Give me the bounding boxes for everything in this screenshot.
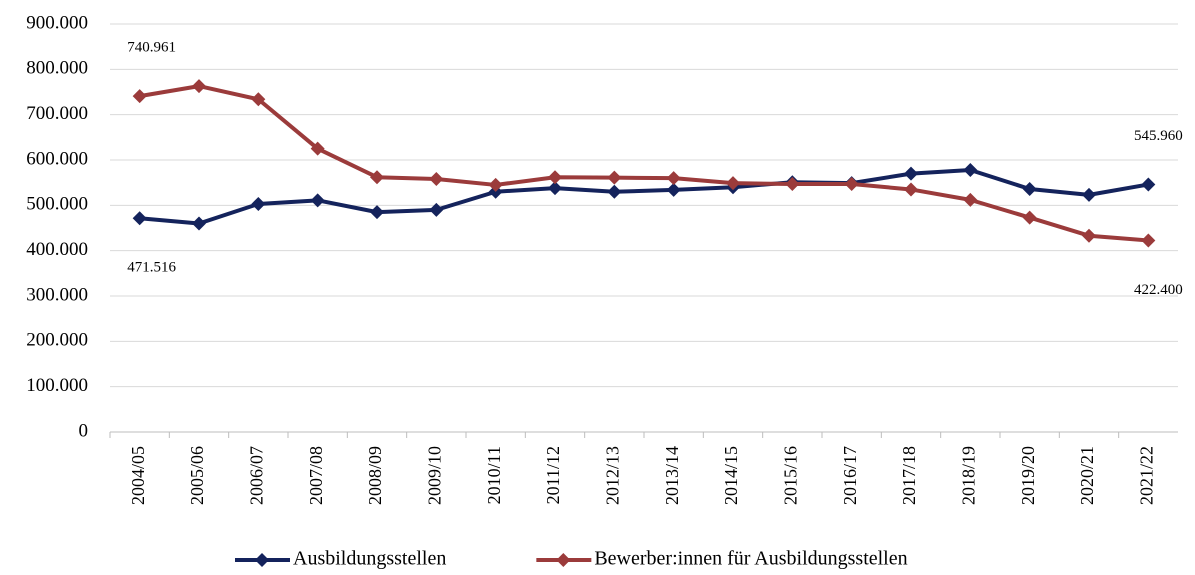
data-point [904,182,918,197]
data-point [251,92,266,107]
data-point [429,202,444,217]
x-tick-label: 2018/19 [958,446,978,505]
x-tick-label: 2019/20 [1018,446,1038,505]
legend-label: Ausbildungsstellen [293,548,446,570]
x-tick-label: 2017/18 [899,446,919,505]
data-point [1141,177,1156,192]
x-tick-label: 2007/08 [306,446,326,505]
data-point [310,141,325,156]
y-tick-label: 0 [79,420,89,441]
data-point [132,211,147,226]
x-tick-label: 2004/05 [128,446,148,505]
data-point [1141,233,1156,248]
data-point [1082,228,1096,243]
y-tick-label: 500.000 [26,194,88,215]
series-line [139,167,1149,226]
data-point [607,184,622,199]
x-tick-label: 2006/07 [246,446,266,505]
x-tick-label: 2009/10 [424,446,444,505]
data-point [370,205,384,220]
data-point [726,176,740,191]
data-point [192,216,206,231]
x-tick-label: 2021/22 [1136,446,1156,505]
y-tick-label: 800.000 [26,58,88,79]
y-tick-label: 100.000 [26,375,88,396]
y-tick-label: 200.000 [26,330,88,351]
data-point [548,181,562,196]
x-tick-label: 2008/09 [365,446,385,505]
legend-label: Bewerber:innen für Ausbildungsstellen [594,548,907,570]
value-label: 471.516 [127,260,176,276]
data-point [666,182,681,197]
data-point [370,170,384,185]
data-point [963,192,978,207]
value-label: 422.400 [1134,282,1183,298]
data-point [904,166,918,181]
y-tick-label: 900.000 [26,12,88,33]
data-point [1082,187,1096,202]
data-point [310,193,325,208]
data-point [132,89,147,104]
data-point [429,172,444,187]
data-point [607,170,622,185]
data-point [1022,182,1037,197]
x-tick-label: 2016/17 [840,446,860,505]
x-tick-label: 2005/06 [187,446,207,505]
x-tick-label: 2020/21 [1077,446,1097,505]
data-point [488,177,503,192]
x-tick-label: 2013/14 [662,446,682,505]
legend-marker [556,553,571,567]
data-point [1022,210,1037,225]
value-label: 545.960 [1134,128,1183,144]
y-tick-label: 300.000 [26,284,88,305]
data-point [192,79,206,94]
value-label: 740.961 [127,40,176,56]
x-tick-label: 2010/11 [484,446,504,504]
data-point [844,177,859,192]
x-tick-label: 2015/16 [780,446,800,505]
data-point [785,177,800,192]
y-tick-label: 700.000 [26,103,88,124]
y-tick-label: 400.000 [26,239,88,260]
y-tick-label: 600.000 [26,148,88,169]
data-point [963,162,978,177]
data-point [251,196,266,211]
data-point [666,171,681,186]
data-point [548,170,562,185]
series-line [139,84,1149,243]
legend-marker [255,553,269,567]
x-tick-label: 2011/12 [543,446,563,504]
x-tick-label: 2012/13 [602,446,622,505]
x-tick-label: 2014/15 [721,446,741,505]
